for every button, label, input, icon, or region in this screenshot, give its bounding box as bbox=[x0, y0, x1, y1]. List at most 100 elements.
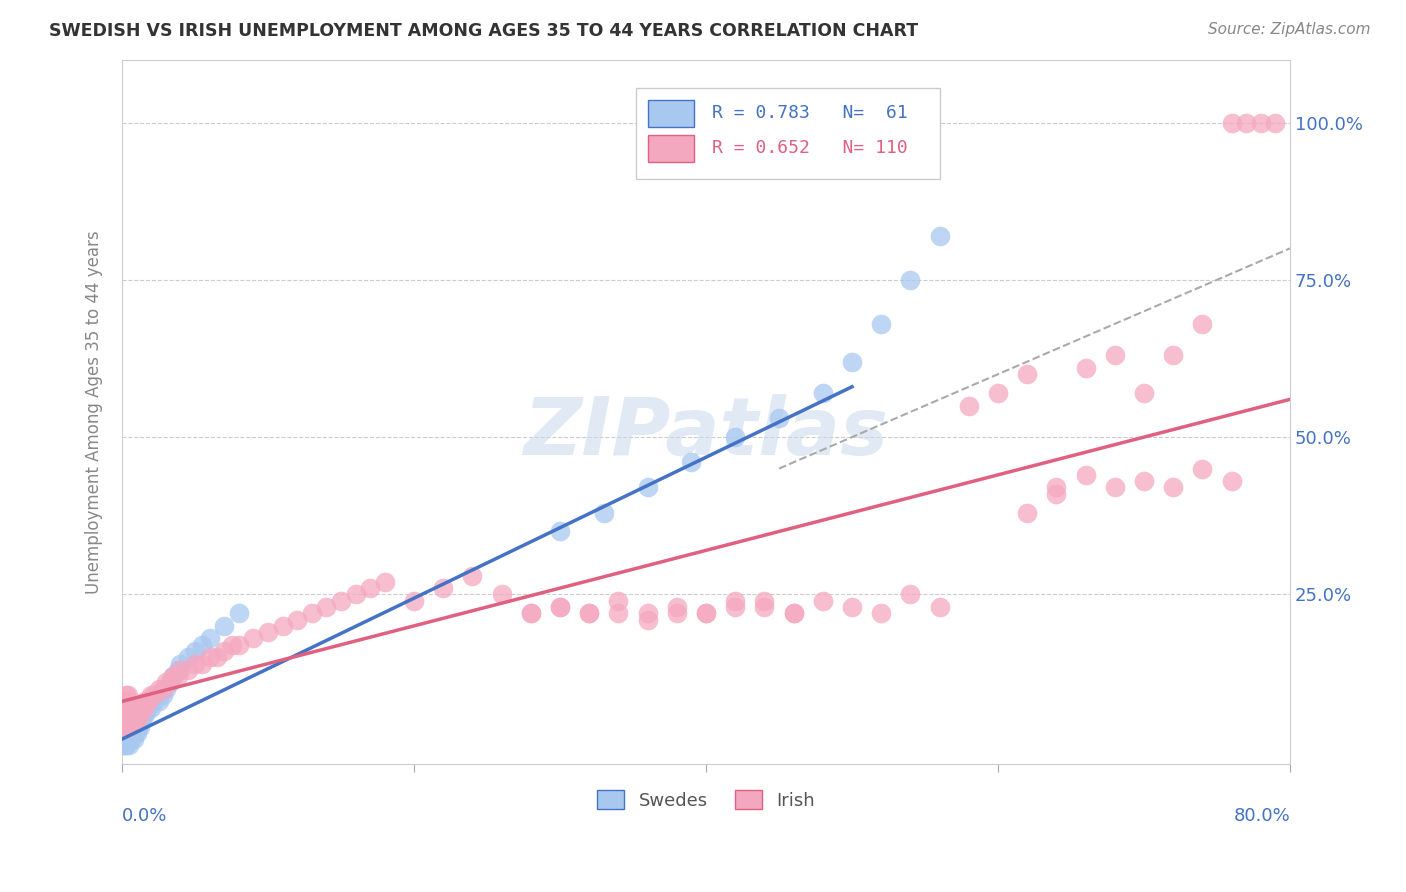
Point bbox=[118, 694, 141, 708]
Point bbox=[191, 657, 214, 671]
Point bbox=[1250, 115, 1272, 129]
Point bbox=[957, 399, 980, 413]
Point bbox=[184, 644, 207, 658]
Point bbox=[177, 650, 200, 665]
Point bbox=[212, 644, 235, 658]
Point bbox=[121, 700, 143, 714]
Point bbox=[112, 726, 135, 740]
Point bbox=[124, 726, 146, 740]
Point bbox=[782, 607, 804, 621]
Text: R = 0.783   N=  61: R = 0.783 N= 61 bbox=[711, 104, 908, 122]
Point bbox=[520, 607, 543, 621]
Point bbox=[132, 706, 155, 721]
Point bbox=[665, 607, 688, 621]
Point bbox=[870, 607, 893, 621]
Point bbox=[114, 732, 136, 747]
Point bbox=[120, 732, 142, 747]
Point bbox=[112, 719, 135, 733]
Text: Source: ZipAtlas.com: Source: ZipAtlas.com bbox=[1208, 22, 1371, 37]
Point bbox=[128, 706, 150, 721]
Point bbox=[127, 719, 149, 733]
Text: R = 0.652   N= 110: R = 0.652 N= 110 bbox=[711, 139, 908, 157]
Point bbox=[637, 607, 659, 621]
Point bbox=[141, 700, 163, 714]
Point bbox=[1104, 348, 1126, 362]
Point bbox=[155, 675, 177, 690]
Point bbox=[198, 632, 221, 646]
Point bbox=[1264, 115, 1286, 129]
Point bbox=[285, 613, 308, 627]
Point bbox=[122, 719, 145, 733]
Point bbox=[114, 694, 136, 708]
Point bbox=[152, 681, 174, 696]
Point bbox=[115, 732, 138, 747]
Point bbox=[870, 317, 893, 331]
Point bbox=[212, 619, 235, 633]
Point bbox=[131, 700, 153, 714]
Point bbox=[134, 694, 156, 708]
Point bbox=[1234, 115, 1257, 129]
Point bbox=[117, 719, 139, 733]
Point bbox=[114, 739, 136, 753]
Point bbox=[841, 354, 863, 368]
Point bbox=[374, 574, 396, 589]
Point bbox=[841, 599, 863, 614]
Point bbox=[120, 713, 142, 727]
Point bbox=[928, 228, 950, 243]
Point bbox=[121, 726, 143, 740]
Point bbox=[117, 688, 139, 702]
Legend: Swedes, Irish: Swedes, Irish bbox=[588, 781, 824, 819]
Point bbox=[155, 681, 177, 696]
Point bbox=[724, 430, 747, 444]
Point bbox=[724, 593, 747, 607]
Point bbox=[159, 675, 181, 690]
Point bbox=[117, 726, 139, 740]
Point bbox=[1220, 115, 1243, 129]
Point bbox=[118, 726, 141, 740]
Point bbox=[177, 663, 200, 677]
Point bbox=[1074, 360, 1097, 375]
Point bbox=[592, 506, 614, 520]
Point bbox=[301, 607, 323, 621]
Point bbox=[695, 607, 717, 621]
Point bbox=[115, 719, 138, 733]
Point bbox=[228, 638, 250, 652]
Point bbox=[1104, 480, 1126, 494]
Point bbox=[120, 719, 142, 733]
Point bbox=[128, 719, 150, 733]
Point bbox=[117, 700, 139, 714]
Point bbox=[607, 607, 630, 621]
Point bbox=[637, 613, 659, 627]
Point bbox=[169, 663, 191, 677]
Point bbox=[125, 713, 148, 727]
Point bbox=[117, 713, 139, 727]
Point bbox=[198, 650, 221, 665]
Point bbox=[136, 700, 159, 714]
Point bbox=[491, 587, 513, 601]
Point bbox=[124, 700, 146, 714]
Point bbox=[124, 713, 146, 727]
Point bbox=[114, 726, 136, 740]
Point bbox=[782, 607, 804, 621]
Y-axis label: Unemployment Among Ages 35 to 44 years: Unemployment Among Ages 35 to 44 years bbox=[86, 230, 103, 594]
Point bbox=[811, 593, 834, 607]
Point bbox=[1133, 474, 1156, 488]
Point bbox=[120, 700, 142, 714]
Point bbox=[1017, 506, 1039, 520]
Point bbox=[122, 700, 145, 714]
Point bbox=[132, 700, 155, 714]
Point bbox=[129, 700, 152, 714]
Point bbox=[118, 732, 141, 747]
Point bbox=[122, 713, 145, 727]
Point bbox=[578, 607, 600, 621]
Point bbox=[112, 706, 135, 721]
Point bbox=[330, 593, 353, 607]
Point bbox=[257, 625, 280, 640]
Point bbox=[548, 524, 571, 539]
Point bbox=[125, 713, 148, 727]
Point bbox=[169, 657, 191, 671]
Point bbox=[184, 657, 207, 671]
Point bbox=[228, 607, 250, 621]
Point bbox=[118, 739, 141, 753]
Point bbox=[754, 599, 776, 614]
